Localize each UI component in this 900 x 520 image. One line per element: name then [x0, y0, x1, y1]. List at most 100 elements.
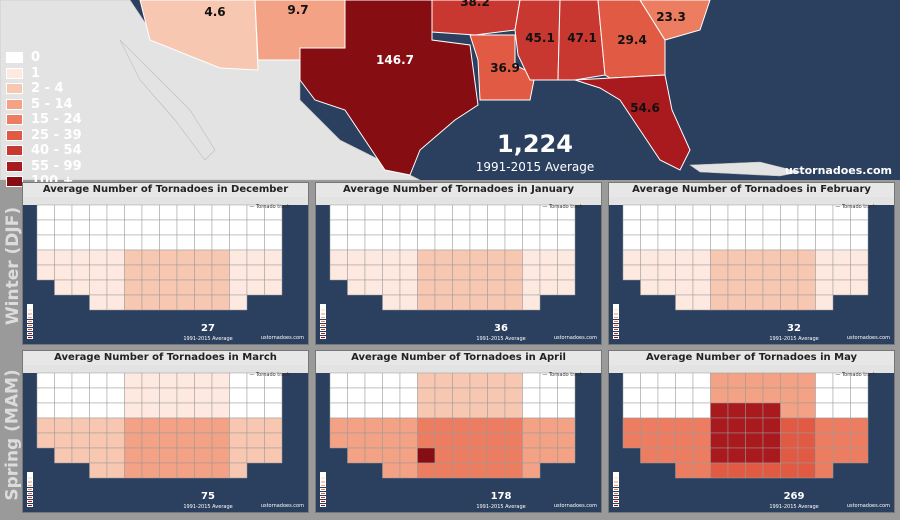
state-cell — [657, 387, 676, 404]
track-legend: — Tornado track — [249, 204, 290, 210]
state-cell — [539, 249, 558, 266]
state-cell — [246, 234, 265, 251]
state-cell — [382, 432, 401, 449]
legend-item: 1 — [6, 66, 82, 82]
state-cell — [229, 372, 248, 389]
state-cell — [246, 387, 265, 404]
state-cell — [194, 264, 213, 281]
state-cell — [522, 462, 541, 479]
state-cell — [692, 447, 711, 464]
panel-site-credit: ustornadoes.com — [260, 335, 304, 341]
state-cell — [264, 279, 283, 296]
state-cell — [124, 372, 143, 389]
state-cell — [434, 249, 453, 266]
state-cell — [469, 204, 488, 221]
state-cell — [504, 462, 523, 479]
state-cell — [640, 432, 659, 449]
state-cell — [622, 264, 641, 281]
state-cell — [141, 462, 160, 479]
state-cell — [89, 294, 108, 311]
panel-legend — [613, 472, 619, 508]
state-cell — [727, 432, 746, 449]
state-cell — [727, 402, 746, 419]
state-cell — [727, 447, 746, 464]
panel-legend-swatch — [27, 312, 33, 316]
state-cell — [745, 447, 764, 464]
state-cell — [89, 387, 108, 404]
state-cell — [434, 204, 453, 221]
month-panel: Average Number of Tornadoes in February —… — [608, 182, 895, 345]
state-cell — [762, 294, 781, 311]
state-cell — [522, 372, 541, 389]
state-cell — [417, 447, 436, 464]
state-cell — [797, 234, 816, 251]
state-cell — [176, 417, 195, 434]
state-cell — [141, 387, 160, 404]
state-cell — [469, 462, 488, 479]
state-cell — [622, 249, 641, 266]
state-cell — [176, 264, 195, 281]
state-cell — [417, 234, 436, 251]
month-panel: Average Number of Tornadoes in December —… — [22, 182, 309, 345]
state-cell — [54, 447, 73, 464]
state-cell — [194, 417, 213, 434]
legend-label: 5 - 14 — [31, 96, 73, 112]
legend-item: 5 - 14 — [6, 97, 82, 113]
state-cell — [159, 417, 178, 434]
state-cell — [710, 249, 729, 266]
state-cell — [417, 417, 436, 434]
state-cell — [539, 264, 558, 281]
month-panel: Average Number of Tornadoes in January — … — [315, 182, 602, 345]
panel-title: Average Number of Tornadoes in March — [23, 351, 308, 365]
state-cell — [522, 447, 541, 464]
panel-legend-swatch — [320, 308, 326, 312]
legend-item: 15 - 24 — [6, 112, 82, 128]
state-cell — [675, 204, 694, 221]
state-cell — [504, 447, 523, 464]
state-cell — [557, 249, 576, 266]
state-cell — [727, 264, 746, 281]
state-cell — [399, 432, 418, 449]
month-map — [316, 197, 601, 311]
state-cell — [727, 249, 746, 266]
state-cell — [487, 219, 506, 236]
state-cell — [539, 432, 558, 449]
state-cell — [675, 219, 694, 236]
state-cell — [417, 372, 436, 389]
state-cell — [522, 432, 541, 449]
canada-land — [316, 197, 601, 205]
state-cell — [745, 417, 764, 434]
state-cell — [797, 447, 816, 464]
state-cell — [141, 417, 160, 434]
state-cell — [657, 372, 676, 389]
state-cell — [347, 219, 366, 236]
state-cell — [692, 249, 711, 266]
state-cell — [399, 204, 418, 221]
panel-legend — [613, 304, 619, 340]
state-cell — [89, 264, 108, 281]
state-cell — [815, 387, 834, 404]
month-map — [609, 197, 894, 311]
state-cell — [675, 387, 694, 404]
track-legend: — Tornado track — [249, 372, 290, 378]
state-cell — [347, 249, 366, 266]
state-cell — [504, 294, 523, 311]
state-cell — [347, 234, 366, 251]
state-cell — [382, 372, 401, 389]
state-cell — [124, 249, 143, 266]
state-cell — [487, 462, 506, 479]
state-cell — [194, 204, 213, 221]
state-cell — [329, 204, 348, 221]
state-cell — [557, 279, 576, 296]
state-cell — [557, 234, 576, 251]
state-cell — [815, 294, 834, 311]
state-cell — [347, 447, 366, 464]
panel-legend-swatch — [613, 324, 619, 328]
state-cell — [89, 432, 108, 449]
panel-total: 269 — [783, 491, 805, 502]
legend-swatch — [6, 129, 23, 141]
state-cell — [106, 372, 125, 389]
state-cell — [675, 417, 694, 434]
state-arizona — [139, 0, 259, 71]
state-cell — [382, 204, 401, 221]
